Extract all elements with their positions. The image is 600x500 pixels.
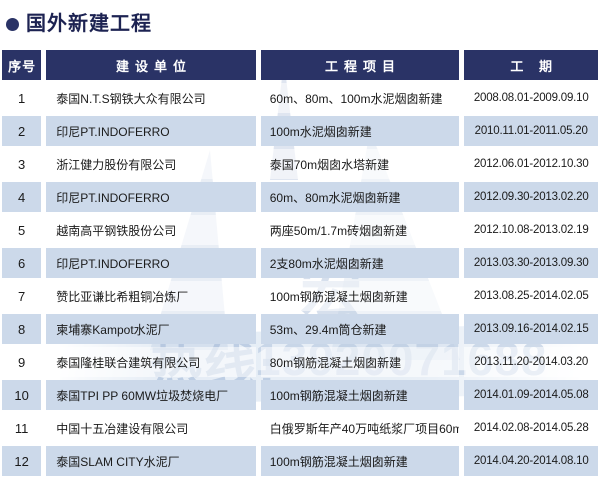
cell-proj: 60m、80m水泥烟囱新建 xyxy=(260,182,460,212)
cell-proj: 53m、29.4m筒仓新建 xyxy=(260,314,460,344)
cell-idx: 12 xyxy=(2,446,42,476)
page-root: 国外新建工程 序号 建设单位 工程项目 工 期 1 泰国N.T.S钢铁大众有限公司… xyxy=(0,0,600,476)
cell-unit: 印尼PT.INDOFERRO xyxy=(46,116,256,146)
cell-unit: 越南高平钢铁股份公司 xyxy=(46,215,256,245)
table-row: 10 泰国TPI PP 60MW垃圾焚烧电厂 100m钢筋混凝土烟囱新建 2014.0… xyxy=(2,380,598,410)
table-row: 11中国十五冶建设有限公司白俄罗斯年产40万吨纸浆厂项目60m烟囱新建2014.… xyxy=(2,413,598,443)
bullet-icon xyxy=(6,17,19,31)
cell-idx: 10 xyxy=(2,380,42,410)
cell-unit: 印尼PT.INDOFERRO xyxy=(46,182,256,212)
cell-unit: 中国十五冶建设有限公司 xyxy=(46,413,256,443)
table-row: 6 印尼PT.INDOFERRO 2支80m水泥烟囱新建 2013.03.30-201… xyxy=(2,248,598,278)
cell-proj: 100m水泥烟囱新建 xyxy=(260,116,460,146)
cell-unit: 泰国SLAM CITY水泥厂 xyxy=(46,446,256,476)
cell-date: 2010.11.01-2011.05.20 xyxy=(464,116,598,146)
cell-proj: 白俄罗斯年产40万吨纸浆厂项目60m烟囱新建 xyxy=(260,413,460,443)
cell-idx: 6 xyxy=(2,248,42,278)
cell-date: 2014.02.08-2014.05.28 xyxy=(464,413,598,443)
cell-unit: 泰国隆桂联合建筑有限公司 xyxy=(46,347,256,377)
cell-idx: 9 xyxy=(2,347,42,377)
cell-proj: 100m钢筋混凝土烟囱新建 xyxy=(260,380,460,410)
table-row: 4 印尼PT.INDOFERRO 60m、80m水泥烟囱新建 2012.09.30-2… xyxy=(2,182,598,212)
projects-table: 序号 建设单位 工程项目 工 期 1 泰国N.T.S钢铁大众有限公司 60m、80m… xyxy=(0,50,600,476)
page-title: 国外新建工程 xyxy=(0,0,600,38)
cell-date: 2013.03.30-2013.09.30 xyxy=(464,248,598,278)
cell-proj: 100m钢筋混凝土烟囱新建 xyxy=(260,446,460,476)
cell-date: 2012.06.01-2012.10.30 xyxy=(464,149,598,179)
table-header-row: 序号 建设单位 工程项目 工 期 xyxy=(2,50,598,80)
cell-unit: 泰国TPI PP 60MW垃圾焚烧电厂 xyxy=(46,380,256,410)
cell-idx: 2 xyxy=(2,116,42,146)
column-header-index: 序号 xyxy=(2,50,42,80)
cell-idx: 8 xyxy=(2,314,42,344)
table-row: 2 印尼PT.INDOFERRO 100m水泥烟囱新建 2010.11.01-2011… xyxy=(2,116,598,146)
cell-date: 2014.01.09-2014.05.08 xyxy=(464,380,598,410)
cell-unit: 浙江健力股份有限公司 xyxy=(46,149,256,179)
cell-proj: 60m、80m、100m水泥烟囱新建 xyxy=(260,83,460,113)
cell-unit: 赞比亚谦比希粗铜冶炼厂 xyxy=(46,281,256,311)
table-row: 5 越南高平钢铁股份公司 两座50m/1.7m砖烟囱新建 2012.10.08-201… xyxy=(2,215,598,245)
cell-date: 2013.08.25-2014.02.05 xyxy=(464,281,598,311)
cell-unit: 柬埔寨Kampot水泥厂 xyxy=(46,314,256,344)
cell-proj: 80m钢筋混凝土烟囱新建 xyxy=(260,347,460,377)
cell-date: 2014.04.20-2014.08.10 xyxy=(464,446,598,476)
table-row: 7 赞比亚谦比希粗铜冶炼厂 100m钢筋混凝土烟囱新建 2013.08.25-2014… xyxy=(2,281,598,311)
cell-proj: 2支80m水泥烟囱新建 xyxy=(260,248,460,278)
cell-unit: 印尼PT.INDOFERRO xyxy=(46,248,256,278)
cell-date: 2013.11.20-2014.03.20 xyxy=(464,347,598,377)
cell-idx: 4 xyxy=(2,182,42,212)
cell-proj: 泰国70m烟囱水塔新建 xyxy=(260,149,460,179)
cell-idx: 7 xyxy=(2,281,42,311)
cell-date: 2008.08.01-2009.09.10 xyxy=(464,83,598,113)
cell-proj: 两座50m/1.7m砖烟囱新建 xyxy=(260,215,460,245)
table-row: 8 柬埔寨Kampot水泥厂 53m、29.4m筒仓新建 2013.09.16-201… xyxy=(2,314,598,344)
column-header-period: 工 期 xyxy=(464,50,598,80)
column-header-unit: 建设单位 xyxy=(46,50,256,80)
table-body: 1 泰国N.T.S钢铁大众有限公司 60m、80m、100m水泥烟囱新建 2008.0… xyxy=(2,83,598,476)
table-row: 3 浙江健力股份有限公司 泰国70m烟囱水塔新建 2012.06.01-2012.10… xyxy=(2,149,598,179)
table-row: 9 泰国隆桂联合建筑有限公司 80m钢筋混凝土烟囱新建 2013.11.20-2014… xyxy=(2,347,598,377)
cell-idx: 5 xyxy=(2,215,42,245)
cell-date: 2012.10.08-2013.02.19 xyxy=(464,215,598,245)
cell-idx: 1 xyxy=(2,83,42,113)
column-header-project: 工程项目 xyxy=(260,50,460,80)
cell-date: 2013.09.16-2014.02.15 xyxy=(464,314,598,344)
cell-idx: 11 xyxy=(2,413,42,443)
table-row: 1 泰国N.T.S钢铁大众有限公司 60m、80m、100m水泥烟囱新建 2008.0… xyxy=(2,83,598,113)
cell-date: 2012.09.30-2013.02.20 xyxy=(464,182,598,212)
page-title-text: 国外新建工程 xyxy=(26,13,152,35)
cell-idx: 3 xyxy=(2,149,42,179)
cell-unit: 泰国N.T.S钢铁大众有限公司 xyxy=(46,83,256,113)
cell-proj: 100m钢筋混凝土烟囱新建 xyxy=(260,281,460,311)
table-row: 12 泰国SLAM CITY水泥厂 100m钢筋混凝土烟囱新建 2014.04.20-… xyxy=(2,446,598,476)
